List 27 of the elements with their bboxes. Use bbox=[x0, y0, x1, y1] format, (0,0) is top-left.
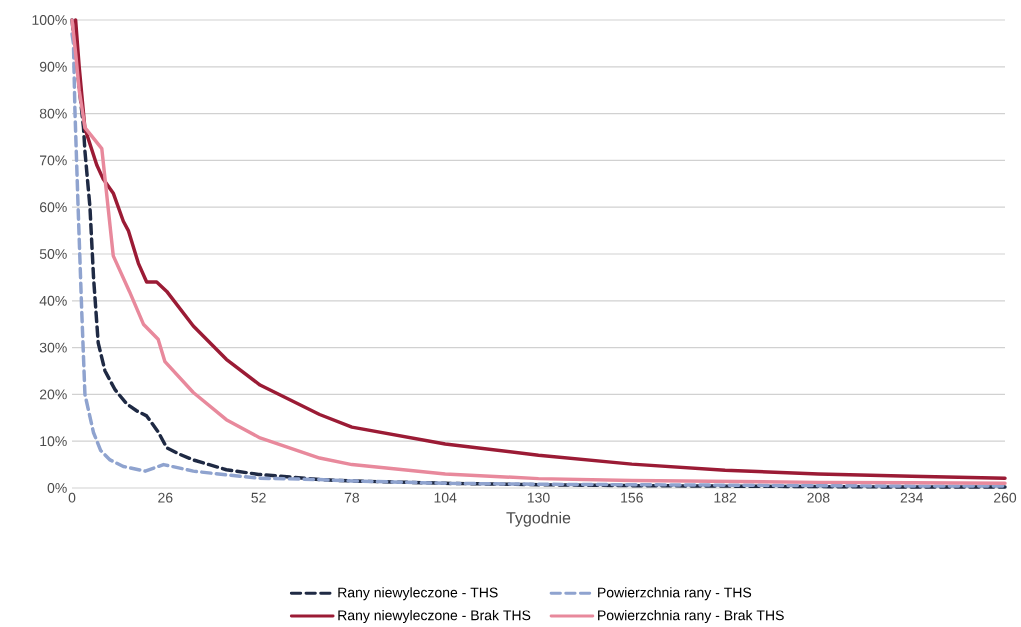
legend-label: Powierzchnia rany - THS bbox=[598, 587, 752, 601]
x-tick-label: 182 bbox=[714, 492, 737, 503]
y-tick-label: 50% bbox=[39, 249, 67, 259]
x-tick-label: 208 bbox=[807, 492, 830, 503]
y-tick-label: 10% bbox=[40, 436, 67, 447]
x-tick-label: 26 bbox=[158, 492, 173, 503]
x-tick-label: 52 bbox=[251, 492, 266, 503]
x-tick-label: 130 bbox=[527, 492, 550, 503]
x-tick-label: 234 bbox=[900, 492, 923, 503]
x-tick-label: 260 bbox=[994, 492, 1017, 503]
y-tick-label: 100% bbox=[32, 15, 67, 25]
y-tick-label: 0% bbox=[47, 483, 67, 493]
y-tick-label: 40% bbox=[39, 295, 67, 306]
x-tick-label: 0 bbox=[68, 492, 76, 503]
y-tick-label: 60% bbox=[39, 202, 67, 213]
y-tick-label: 30% bbox=[39, 342, 67, 353]
legend-label: Rany niewyleczone - THS bbox=[338, 587, 498, 601]
y-tick-label: 90% bbox=[39, 61, 67, 72]
x-tick-label: 156 bbox=[621, 492, 643, 503]
x-axis-title: Tygodnie bbox=[506, 511, 571, 527]
y-tick-label: 80% bbox=[39, 108, 67, 119]
legend-label: Powierzchnia rany - Brak THS bbox=[598, 610, 784, 624]
y-tick-label: 20% bbox=[39, 389, 67, 400]
x-tick-label: 78 bbox=[344, 492, 360, 503]
legend-label: Rany niewyleczone - Brak THS bbox=[338, 610, 531, 624]
y-tick-label: 70% bbox=[39, 155, 67, 166]
x-tick-label: 104 bbox=[434, 492, 457, 503]
